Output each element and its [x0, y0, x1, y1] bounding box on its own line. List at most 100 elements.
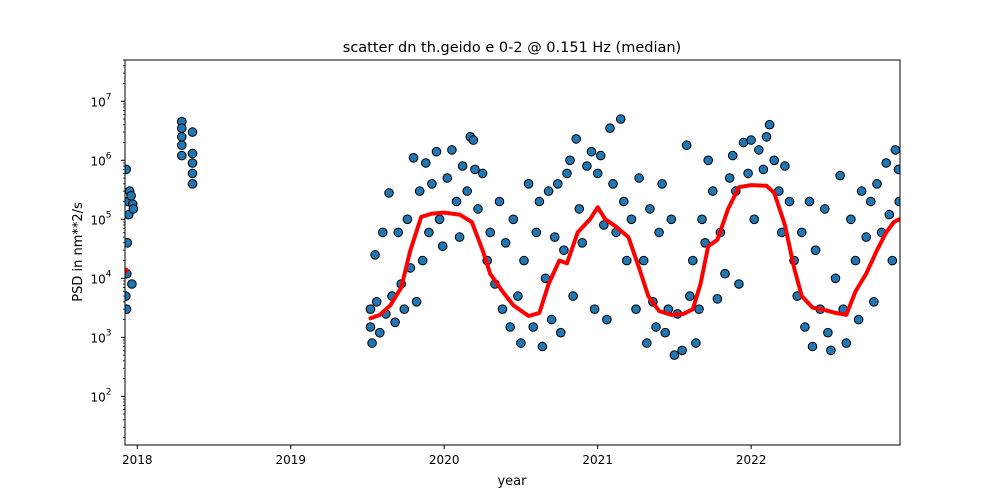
scatter-point [688, 255, 698, 266]
scatter-point [371, 297, 382, 307]
scatter-point [546, 314, 557, 325]
scatter-point [703, 155, 714, 166]
scatter-point [697, 214, 707, 225]
scatter-point [187, 127, 198, 137]
scatter-point [724, 173, 735, 183]
scatter-point [884, 209, 895, 220]
scatter-point [694, 304, 704, 315]
x-axis-label: year [497, 474, 527, 489]
scatter-point [804, 196, 815, 207]
x-tick-label: 2022 [736, 453, 767, 467]
scatter-point [720, 268, 730, 279]
scatter-point [454, 232, 465, 242]
scatter-point [595, 150, 606, 161]
scatter-point [626, 214, 637, 225]
scatter-point [642, 338, 652, 348]
scatter-point [734, 279, 744, 289]
scatter-point [669, 350, 680, 360]
scatter-point [677, 345, 687, 356]
scatter-point [807, 341, 818, 352]
plot-area [124, 59, 901, 446]
y-tick-label: 106 [90, 151, 111, 168]
scatter-point [559, 245, 569, 255]
scatter-point [497, 304, 508, 315]
median-line [368, 183, 900, 321]
scatter-point [127, 279, 137, 289]
median-line [125, 267, 129, 274]
scatter-point [414, 186, 425, 196]
scatter-point [602, 314, 612, 325]
scatter-point [477, 168, 488, 179]
y-tick-label: 102 [90, 387, 111, 404]
scatter-point [442, 173, 453, 183]
scatter-point [125, 238, 133, 248]
scatter-point [746, 135, 756, 145]
y-axis: 102 103 104 105 106 107 [90, 59, 125, 439]
scatter-point [800, 322, 810, 332]
scatter-point [125, 304, 132, 314]
scatter-point [125, 291, 131, 301]
scatter-point [187, 168, 198, 179]
scatter-point [685, 291, 695, 301]
scatter-point [500, 238, 511, 248]
scatter-point [681, 140, 692, 150]
scatter-point [365, 322, 376, 332]
scatter-point [666, 214, 677, 225]
x-tick-label: 2018 [122, 453, 153, 467]
scatter-point [727, 150, 738, 161]
scatter-point [691, 338, 701, 348]
scatter-point [431, 146, 442, 157]
x-tick-label: 2021 [582, 453, 613, 467]
scatter-point [126, 191, 136, 201]
scatter-point [513, 291, 523, 301]
scatter-points [125, 114, 900, 360]
scatter-point [187, 148, 198, 159]
scatter-point [577, 238, 588, 248]
scatter-point [519, 255, 529, 266]
scatter-point [543, 186, 554, 196]
scatter-point [375, 327, 385, 338]
scatter-point [654, 227, 664, 238]
scatter-point [622, 255, 632, 266]
scatter-point [835, 170, 845, 181]
scatter-point [586, 146, 597, 157]
scatter-point [605, 123, 615, 133]
scatter-point [830, 273, 841, 284]
scatter-point [820, 204, 830, 214]
x-tick-label: 2019 [275, 453, 306, 467]
scatter-point [408, 153, 419, 163]
scatter-point [846, 214, 856, 225]
plot-frame [124, 59, 901, 446]
scatter-point [660, 327, 671, 338]
scatter-point [708, 186, 718, 196]
scatter-point [531, 227, 542, 238]
scatter-point [571, 134, 582, 144]
scatter-point [881, 158, 892, 168]
scatter-point [784, 196, 795, 207]
scatter-point [187, 158, 198, 168]
scatter-point [447, 145, 457, 155]
scatter-point [434, 214, 445, 225]
scatter-point [125, 164, 131, 175]
scatter-point [177, 140, 187, 150]
y-tick-label: 104 [90, 269, 111, 286]
scatter-point [562, 168, 572, 179]
y-axis-label: PSD in nm**2/s [71, 202, 86, 302]
scatter-point [462, 186, 473, 196]
scatter-point [754, 145, 764, 155]
scatter-point [399, 304, 410, 315]
scatter-point [651, 322, 661, 332]
scatter-point [427, 179, 437, 189]
scatter-point [187, 179, 198, 189]
scatter-point [505, 322, 516, 332]
scatter-point [437, 241, 448, 251]
scatter-point [390, 317, 400, 328]
scatter-point [365, 304, 376, 315]
scatter-point [769, 155, 780, 166]
scatter-point [592, 168, 603, 179]
scatter-point [582, 161, 592, 171]
scatter-point [574, 204, 585, 214]
scatter-point [850, 255, 861, 266]
